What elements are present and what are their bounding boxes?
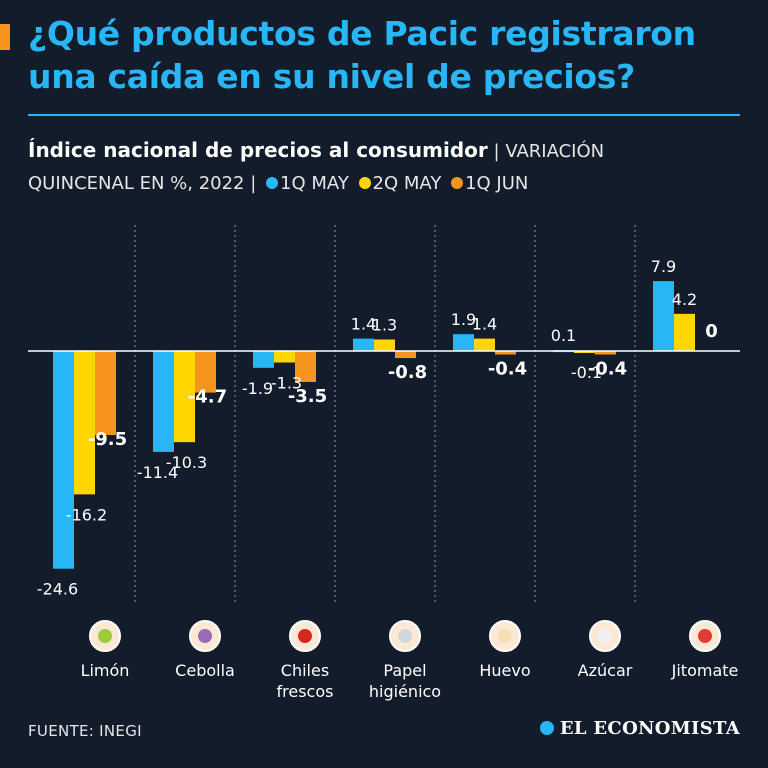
bar (95, 351, 116, 436)
data-label: 1.3 (372, 315, 397, 334)
data-label: -10.3 (166, 453, 207, 472)
data-label: 4.2 (672, 290, 697, 309)
chart-subtitle: Índice nacional de precios al consumidor… (28, 134, 748, 200)
sugar-shape (598, 629, 612, 643)
subtitle-line2: QUINCENAL EN %, 2022 | (28, 173, 257, 194)
data-label: -11.4 (137, 463, 178, 482)
legend-label-1: 1Q MAY (280, 173, 355, 194)
bar (295, 351, 316, 382)
data-label: 1.9 (451, 310, 476, 329)
tomato-icon (689, 620, 721, 652)
data-label: -24.6 (37, 580, 78, 599)
data-label: 0 (705, 321, 718, 342)
data-label: -3.5 (288, 386, 327, 407)
bar (674, 313, 695, 351)
data-label: -1.3 (271, 374, 302, 393)
bar (353, 338, 374, 351)
category-label: Huevo (479, 661, 531, 680)
accent-bar (0, 24, 10, 50)
toilet-paper-icon (389, 620, 421, 652)
data-label: -1.9 (242, 379, 273, 398)
bar (153, 351, 174, 452)
bar (74, 351, 95, 495)
onion-shape (198, 629, 212, 643)
legend-label-2: 2Q MAY (372, 173, 448, 194)
sugar-icon (589, 620, 621, 652)
category-label: Azúcar (577, 661, 633, 680)
data-label: -16.2 (66, 505, 107, 524)
data-label: -0.4 (588, 359, 627, 380)
egg-shape (498, 629, 512, 643)
category-label: Jitomate (671, 661, 739, 680)
data-label: 1.4 (351, 315, 376, 334)
subtitle-bold: Índice nacional de precios al consumidor (28, 138, 488, 162)
data-label: 0.1 (551, 326, 576, 345)
data-label: -4.7 (188, 387, 227, 408)
legend: 1Q MAY 2Q MAY 1Q JUN (262, 173, 528, 194)
legend-label-3: 1Q JUN (465, 173, 529, 194)
legend-dot-3 (451, 177, 464, 189)
data-label: 7.9 (651, 257, 676, 276)
source-note: FUENTE: INEGI (28, 722, 142, 740)
title-rule (28, 114, 740, 116)
toilet-paper-shape (398, 629, 412, 643)
chili-shape (298, 629, 312, 643)
bar (395, 351, 416, 359)
bar (574, 351, 595, 353)
subtitle-rest: | VARIACIÓN (493, 141, 605, 162)
category-label: Papel higiénico (368, 661, 442, 701)
egg-icon (489, 620, 521, 652)
tomato-shape (698, 629, 712, 643)
bar (53, 351, 74, 569)
lime-shape (98, 629, 112, 643)
bar (653, 281, 674, 351)
bar (195, 351, 216, 393)
category-label: Cebolla (175, 661, 235, 680)
category-label: Limón (80, 661, 130, 680)
lime-icon (89, 620, 121, 652)
data-label: -0.4 (488, 359, 527, 380)
bar (453, 334, 474, 351)
legend-dot-1 (266, 177, 279, 189)
bar (595, 351, 616, 355)
data-label: -9.5 (88, 429, 127, 450)
legend-dot-2 (358, 177, 371, 189)
data-label: -0.8 (388, 362, 427, 383)
brand-logo: EL ECONOMISTA (539, 718, 740, 739)
bar (253, 351, 274, 368)
chart-title: ¿Qué productos de Pacic registraron una … (28, 14, 696, 96)
data-label: 1.4 (472, 315, 497, 334)
brand-mark-icon (539, 721, 554, 735)
chili-icon (289, 620, 321, 652)
onion-icon (189, 620, 221, 652)
data-label: -0.1 (571, 363, 602, 382)
category-label: Chiles frescos (276, 661, 334, 701)
bar (374, 339, 395, 351)
bar (495, 351, 516, 355)
bar-chart: -24.6 -16.2 -9.5 -11.4-10.3 -4.7 -1.9-1.3-3.5… (28, 225, 740, 605)
bar (174, 351, 195, 443)
bar (274, 351, 295, 363)
bar (474, 338, 495, 351)
brand-name: EL ECONOMISTA (559, 718, 740, 739)
